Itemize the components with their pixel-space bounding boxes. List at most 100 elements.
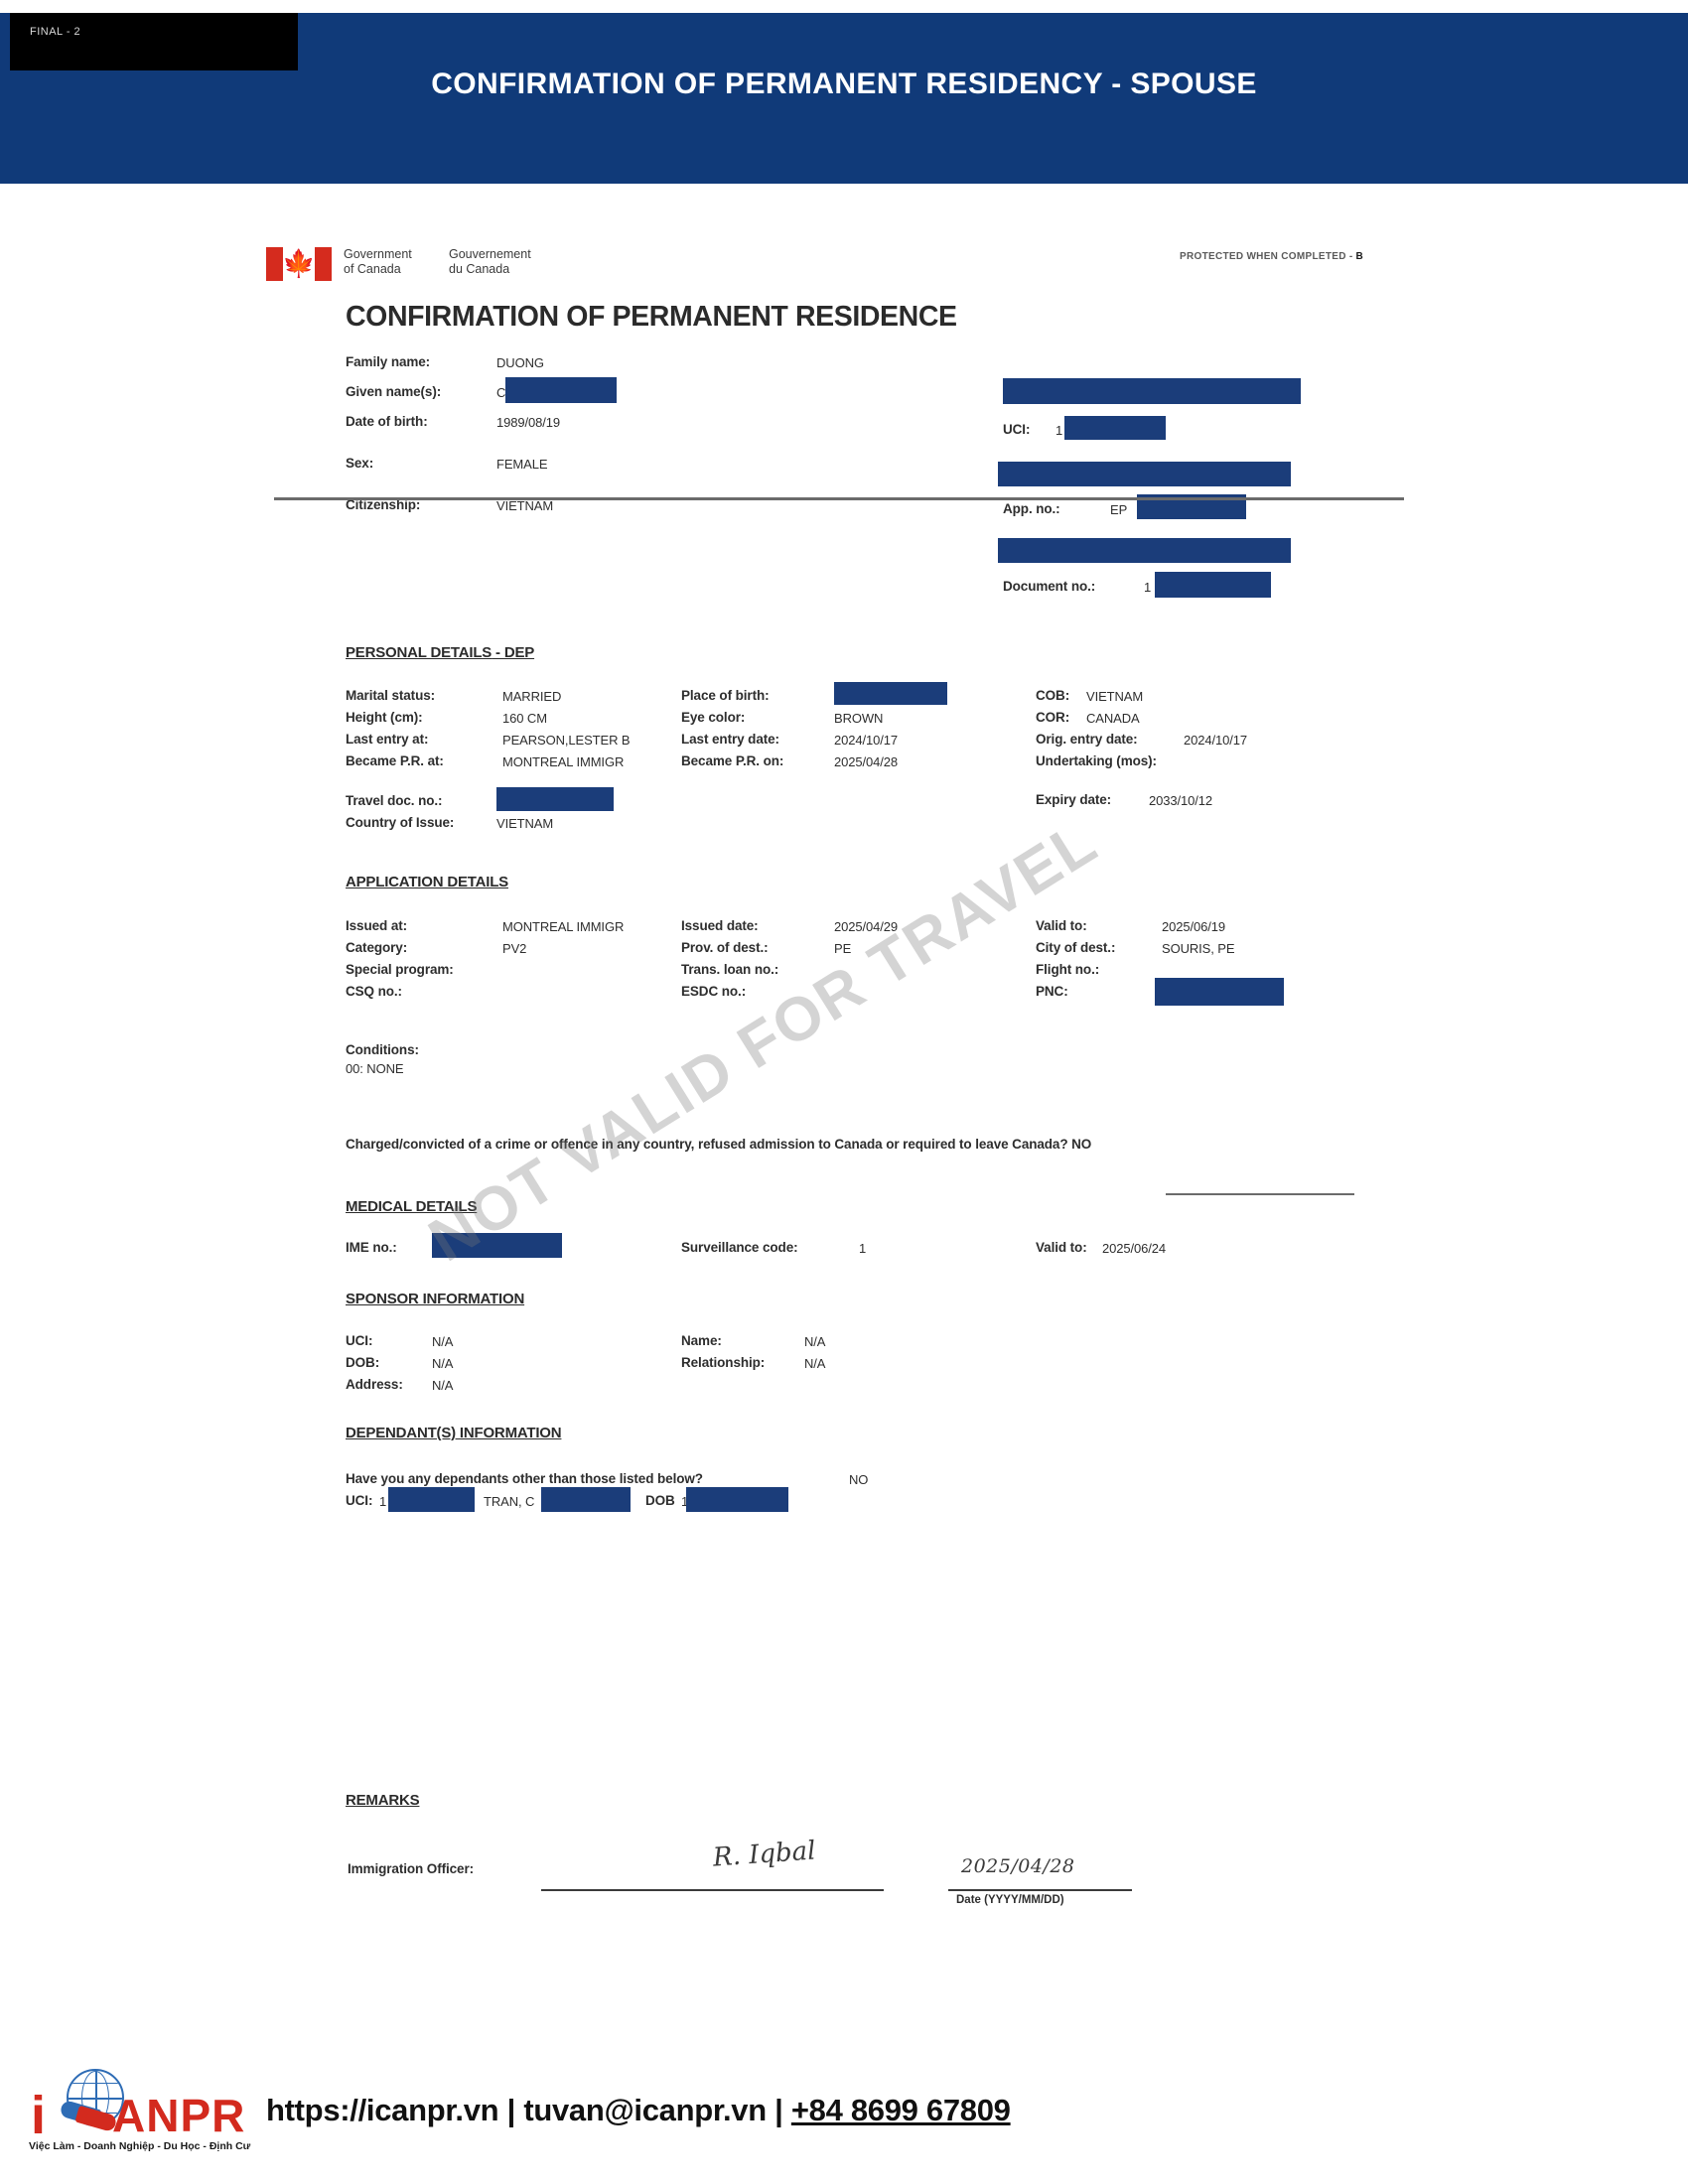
became-pr-on-value: 2025/04/28 — [834, 754, 899, 769]
category-value: PV2 — [502, 941, 527, 956]
dependant-dob-label: DOB — [645, 1493, 675, 1508]
special-program-label: Special program: — [346, 962, 454, 977]
surveillance-code-value: 1 — [859, 1241, 867, 1256]
date-rule — [948, 1889, 1132, 1891]
cob-label: COB: — [1036, 688, 1070, 703]
personal-details-heading-text: PERSONAL DETAILS — [346, 644, 492, 661]
eye-color-value: BROWN — [834, 711, 884, 726]
dependants-question: Have you any dependants other than those… — [346, 1471, 703, 1486]
footer-sep-2: | — [766, 2093, 791, 2127]
footer-email[interactable]: tuvan@icanpr.vn — [523, 2093, 767, 2127]
place-of-birth-label: Place of birth: — [681, 688, 770, 703]
immigration-officer-label: Immigration Officer: — [348, 1861, 475, 1876]
became-pr-at-value: MONTREAL IMMIGR — [502, 754, 625, 769]
became-pr-at-label: Became P.R. at: — [346, 753, 444, 768]
csq-no-label: CSQ no.: — [346, 984, 402, 999]
medical-valid-to-label: Valid to: — [1036, 1240, 1087, 1255]
travel-doc-no-redaction — [496, 787, 614, 811]
government-of-canada-wordmark: 🍁 Government of Canada Gouvernement du C… — [266, 243, 614, 289]
app-no-label: App. no.: — [1003, 501, 1060, 516]
flight-no-label: Flight no.: — [1036, 962, 1100, 977]
document-title: CONFIRMATION OF PERMANENT RESIDENCE — [346, 301, 957, 333]
footer-contact-line: https://icanpr.vn | tuvan@icanpr.vn | +8… — [266, 2093, 1011, 2128]
expiry-date-value: 2033/10/12 — [1149, 793, 1213, 808]
sex-label: Sex: — [346, 456, 374, 471]
logo-wordmark: ANPR — [112, 2090, 246, 2141]
uci-value: 1 — [1055, 423, 1063, 438]
dependants-question-answer: NO — [849, 1472, 869, 1487]
height-label: Height (cm): — [346, 710, 423, 725]
icanpr-logo: i ANPR Việc Làm - Doanh Nghiệp - Du Học … — [25, 2067, 250, 2156]
identity-redaction-2 — [998, 462, 1291, 486]
dependant-uci-value: 1 — [379, 1494, 387, 1509]
issued-date-value: 2025/04/29 — [834, 919, 899, 934]
issued-at-label: Issued at: — [346, 918, 408, 933]
sponsor-dob-label: DOB: — [346, 1355, 380, 1370]
eye-color-label: Eye color: — [681, 710, 746, 725]
last-entry-at-value: PEARSON,LESTER B — [502, 733, 631, 748]
handshake-icon — [59, 2097, 118, 2136]
medical-valid-to-value: 2025/06/24 — [1102, 1241, 1167, 1256]
citizenship-label: Citizenship: — [346, 497, 421, 512]
cob-value: VIETNAM — [1086, 689, 1144, 704]
issued-at-value: MONTREAL IMMIGR — [502, 919, 625, 934]
marital-status-value: MARRIED — [502, 689, 562, 704]
surveillance-code-label: Surveillance code: — [681, 1240, 798, 1255]
country-of-issue-value: VIETNAM — [496, 816, 554, 831]
footer-phone[interactable]: +84 8699 67809 — [790, 2093, 1011, 2127]
given-names-label: Given name(s): — [346, 384, 442, 399]
dependant-uci-redaction — [388, 1487, 475, 1512]
wordmark-fr-line2: du Canada — [449, 262, 510, 276]
ime-no-label: IME no.: — [346, 1240, 397, 1255]
last-entry-date-value: 2024/10/17 — [834, 733, 899, 748]
app-valid-to-value: 2025/06/19 — [1162, 919, 1226, 934]
sponsor-address-label: Address: — [346, 1377, 403, 1392]
dependant-name-redaction — [541, 1487, 631, 1512]
city-of-dest-value: SOURIS, PE — [1162, 941, 1235, 956]
app-valid-to-label: Valid to: — [1036, 918, 1087, 933]
uci-redaction — [1064, 416, 1166, 440]
cor-label: COR: — [1036, 710, 1070, 725]
dependants-information-heading: DEPENDANT(S) INFORMATION — [346, 1425, 562, 1441]
footer-website[interactable]: https://icanpr.vn — [266, 2093, 499, 2127]
sponsor-uci-value: N/A — [432, 1334, 454, 1349]
orig-entry-date-value: 2024/10/17 — [1184, 733, 1248, 748]
pnc-rule — [1166, 1193, 1354, 1195]
sponsor-address-value: N/A — [432, 1378, 454, 1393]
height-value: 160 CM — [502, 711, 547, 726]
uci-label: UCI: — [1003, 422, 1031, 437]
dependant-uci-label: UCI: — [346, 1493, 373, 1508]
orig-entry-date-label: Orig. entry date: — [1036, 732, 1138, 747]
copr-document: 🍁 Government of Canada Gouvernement du C… — [0, 184, 1688, 1985]
marital-status-label: Marital status: — [346, 688, 436, 703]
given-names-value: C — [496, 385, 506, 400]
wordmark-french: Gouvernement du Canada — [449, 247, 531, 277]
signature-date-caption: Date (YYYY/MM/DD) — [956, 1894, 1064, 1906]
identity-redaction-1 — [1003, 378, 1301, 404]
date-of-birth-value: 1989/08/19 — [496, 415, 561, 430]
logo-tagline: Việc Làm - Doanh Nghiệp - Du Học - Định … — [29, 2140, 251, 2152]
ime-no-redaction — [432, 1233, 562, 1258]
prov-of-dest-value: PE — [834, 941, 852, 956]
document-no-value: 1 — [1144, 580, 1152, 595]
sponsor-relationship-value: N/A — [804, 1356, 826, 1371]
protection-classification: PROTECTED WHEN COMPLETED - B — [1180, 251, 1363, 262]
category-label: Category: — [346, 940, 408, 955]
canada-flag-icon: 🍁 — [266, 247, 332, 281]
given-names-redaction — [505, 377, 617, 403]
footer-sep-1: | — [498, 2093, 524, 2127]
page-footer: i ANPR Việc Làm - Doanh Nghiệp - Du Học … — [0, 1985, 1688, 2184]
signature-date-value: 2025/04/28 — [961, 1855, 1075, 1877]
prov-of-dest-label: Prov. of dest.: — [681, 940, 769, 955]
trans-loan-no-label: Trans. loan no.: — [681, 962, 779, 977]
wordmark-english: Government of Canada — [344, 247, 412, 277]
sponsor-dob-value: N/A — [432, 1356, 454, 1371]
remarks-heading: REMARKS — [346, 1792, 420, 1809]
esdc-no-label: ESDC no.: — [681, 984, 747, 999]
family-name-value: DUONG — [496, 355, 544, 370]
family-name-label: Family name: — [346, 354, 431, 369]
protection-text: PROTECTED WHEN COMPLETED - — [1180, 251, 1356, 262]
criminality-question: Charged/convicted of a crime or offence … — [346, 1137, 1092, 1152]
logo-letter-i: i — [31, 2086, 47, 2145]
sponsor-name-value: N/A — [804, 1334, 826, 1349]
